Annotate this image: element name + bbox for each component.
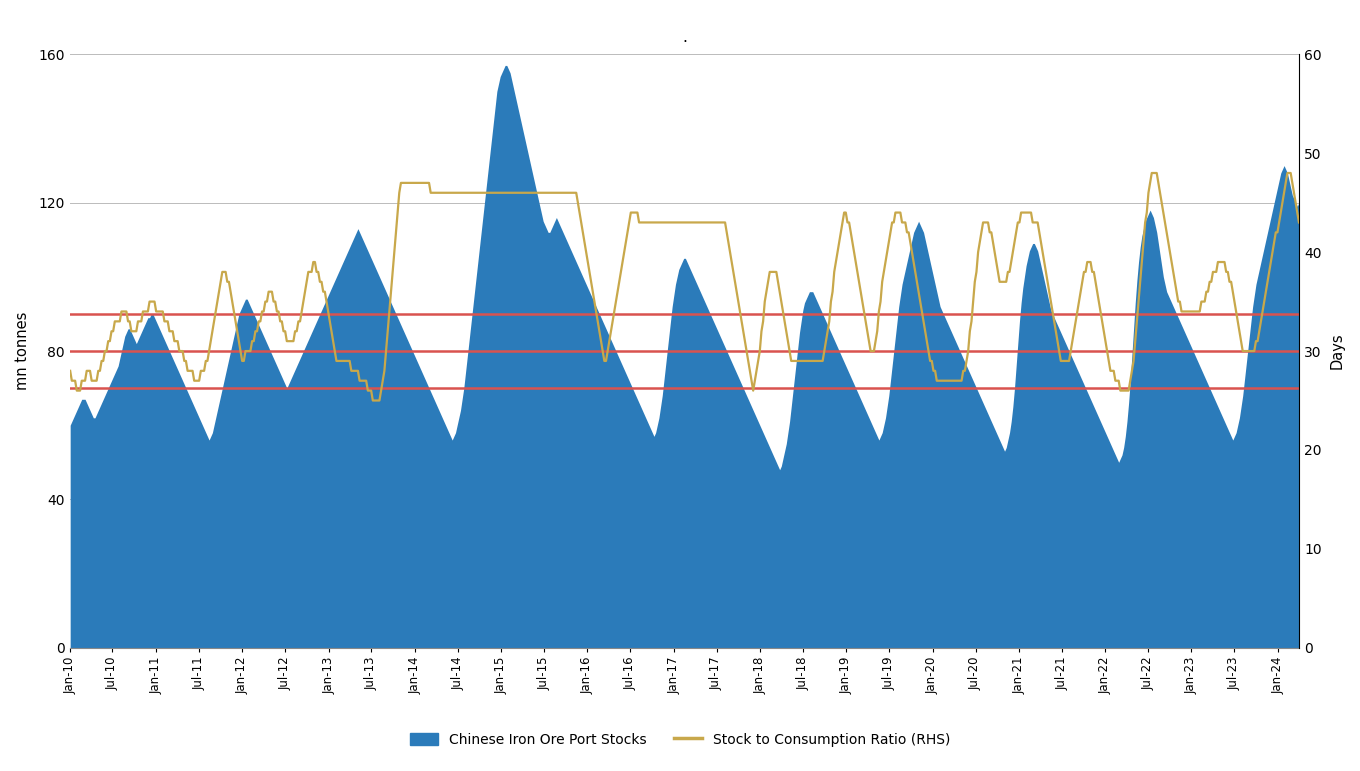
Text: .: . bbox=[681, 30, 687, 45]
Y-axis label: Days: Days bbox=[1330, 333, 1345, 369]
Y-axis label: mn tonnes: mn tonnes bbox=[15, 311, 30, 390]
Legend: Chinese Iron Ore Port Stocks, Stock to Consumption Ratio (RHS): Chinese Iron Ore Port Stocks, Stock to C… bbox=[404, 727, 956, 752]
